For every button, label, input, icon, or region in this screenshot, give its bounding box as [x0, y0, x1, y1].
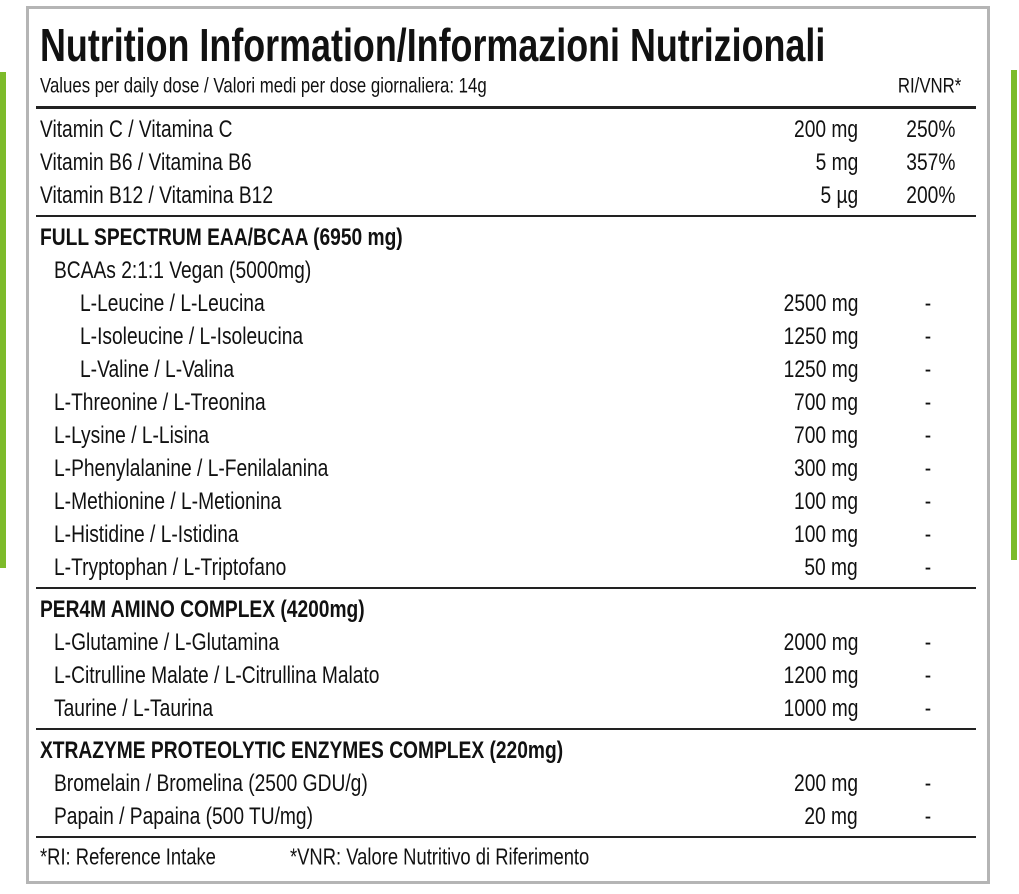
nutrient-amount: 200 mg [793, 116, 858, 143]
nutrient-name: Taurine / L-Taurina [54, 695, 214, 722]
nutrient-name: L-Threonine / L-Treonina [54, 389, 266, 416]
nutrient-ri: - [924, 629, 932, 656]
footnote: *RI: Reference Intake [40, 843, 216, 870]
nutrient-ri: - [924, 389, 932, 416]
nutrient-name: Papain / Papaina (500 TU/mg) [54, 803, 313, 830]
nutrient-amount: 1250 mg [783, 356, 858, 383]
nutrient-ri: - [924, 290, 932, 317]
nutrient-ri: - [924, 488, 932, 515]
nutrient-name: L-Citrulline Malate / L-Citrullina Malat… [54, 662, 380, 689]
nutrient-name: Vitamin C / Vitamina C [40, 116, 233, 143]
nutrient-ri: 357% [905, 149, 955, 176]
nutrient-name: L-Phenylalanine / L-Fenilalanina [54, 455, 329, 482]
nutrient-amount: 5 mg [815, 149, 858, 176]
nutrient-name: Vitamin B12 / Vitamina B12 [40, 182, 274, 209]
nutrient-name: L-Valine / L-Valina [80, 356, 235, 383]
rule [36, 836, 976, 838]
rule [36, 728, 976, 730]
nutrient-name: L-Methionine / L-Metionina [54, 488, 282, 515]
nutrient-name: L-Isoleucine / L-Isoleucina [80, 323, 304, 350]
nutrient-ri: 250% [905, 116, 955, 143]
section-title: FULL SPECTRUM EAA/BCAA (6950 mg) [40, 224, 403, 251]
nutrient-amount: 100 mg [793, 488, 858, 515]
nutrient-amount: 1250 mg [783, 323, 858, 350]
nutrient-amount: 2000 mg [783, 629, 858, 656]
nutrient-ri: 200% [905, 182, 955, 209]
nutrient-name: L-Histidine / L-Istidina [54, 521, 239, 548]
label-frame [26, 6, 990, 884]
nutrient-ri: - [924, 356, 932, 383]
subtitle: Values per daily dose / Valori medi per … [40, 74, 487, 98]
rule [36, 587, 976, 589]
nutrient-name: L-Glutamine / L-Glutamina [54, 629, 280, 656]
nutrient-name: L-Lysine / L-Lisina [54, 422, 210, 449]
nutrient-amount: 700 mg [793, 422, 858, 449]
nutrient-ri: - [924, 323, 932, 350]
title: Nutrition Information/Informazioni Nutri… [40, 19, 826, 71]
nutrient-amount: 20 mg [804, 803, 858, 830]
side-strip [1011, 70, 1017, 560]
nutrient-amount: 300 mg [793, 455, 858, 482]
nutrient-ri: - [924, 554, 932, 581]
nutrient-ri: - [924, 803, 932, 830]
nutrient-amount: 1200 mg [783, 662, 858, 689]
rule [36, 106, 976, 109]
nutrient-amount: 5 µg [820, 182, 858, 209]
nutrient-name: Bromelain / Bromelina (2500 GDU/g) [54, 770, 368, 797]
nutrient-name: L-Tryptophan / L-Triptofano [54, 554, 287, 581]
side-strip [0, 72, 6, 568]
section-title: XTRAZYME PROTEOLYTIC ENZYMES COMPLEX (22… [40, 737, 564, 764]
nutrient-ri: - [924, 662, 932, 689]
nutrient-amount: 2500 mg [783, 290, 858, 317]
footnote: *VNR: Valore Nutritivo di Riferimento [290, 843, 590, 870]
ri-header: RI/VNR* [897, 74, 961, 98]
nutrient-ri: - [924, 455, 932, 482]
nutrient-amount: 1000 mg [783, 695, 858, 722]
nutrient-ri: - [924, 422, 932, 449]
nutrient-name: Vitamin B6 / Vitamina B6 [40, 149, 252, 176]
nutrient-name: BCAAs 2:1:1 Vegan (5000mg) [54, 257, 312, 284]
nutrient-amount: 700 mg [793, 389, 858, 416]
nutrient-ri: - [924, 521, 932, 548]
nutrient-amount: 50 mg [804, 554, 858, 581]
nutrient-ri: - [924, 770, 932, 797]
nutrient-name: L-Leucine / L-Leucina [80, 290, 265, 317]
nutrient-amount: 100 mg [793, 521, 858, 548]
rule [36, 215, 976, 217]
nutrient-ri: - [924, 695, 932, 722]
section-title: PER4M AMINO COMPLEX (4200mg) [40, 596, 365, 623]
nutrient-amount: 200 mg [793, 770, 858, 797]
